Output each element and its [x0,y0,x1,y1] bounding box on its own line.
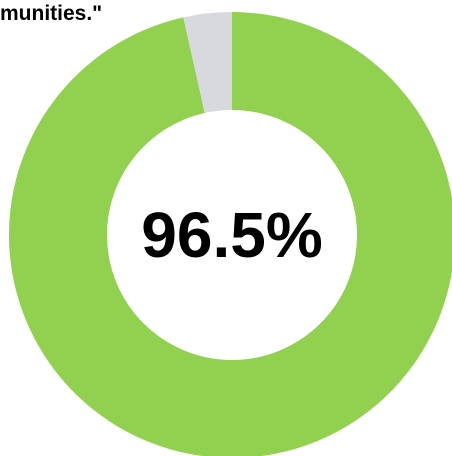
center-percentage-label: 96.5% [141,199,322,271]
chart-title-fragment: munities." [0,2,103,25]
donut-hole [107,110,357,360]
